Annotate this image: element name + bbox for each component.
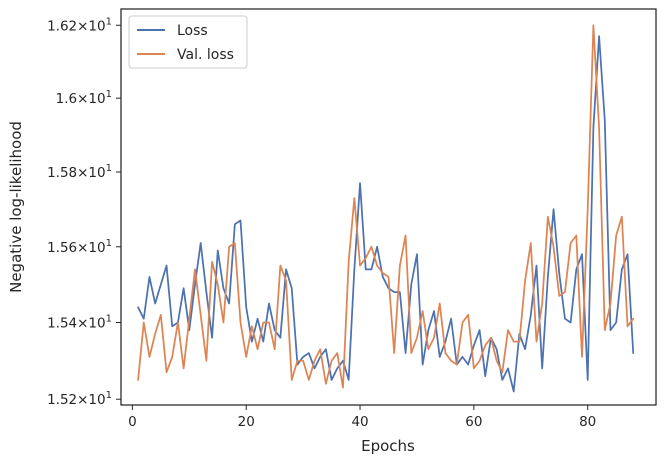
y-tick-label: 1.56×101	[47, 238, 112, 256]
series-line-val-loss	[137, 24, 635, 389]
legend-label-val-loss: Val. loss	[177, 47, 234, 63]
legend: Loss Val. loss	[128, 15, 248, 69]
y-tick-label: 1.54×101	[47, 313, 112, 331]
y-tick-label: 1.6×101	[56, 89, 112, 107]
y-axis-ticks: 1.52×101 1.54×101 1.56×101 1.58×101 1.6×101 1…	[47, 16, 121, 408]
series-line-loss	[137, 35, 635, 393]
plot-frame	[120, 8, 657, 406]
x-tick-label: 60	[465, 414, 482, 430]
y-tick-label: 1.58×101	[47, 163, 112, 181]
x-axis-label: Epochs	[361, 437, 415, 455]
x-tick-label: 40	[351, 414, 368, 430]
y-axis-label: Negative log-likelihood	[7, 121, 25, 293]
x-tick-label: 20	[238, 414, 255, 430]
x-tick-label: 80	[579, 414, 596, 430]
y-tick-label: 1.52×101	[47, 390, 112, 408]
x-axis-ticks: 0 20 40 60 80	[128, 405, 596, 430]
series-lines	[137, 24, 635, 393]
x-tick-label: 0	[128, 414, 137, 430]
legend-label-loss: Loss	[177, 23, 208, 39]
y-tick-label: 1.62×101	[47, 16, 112, 34]
